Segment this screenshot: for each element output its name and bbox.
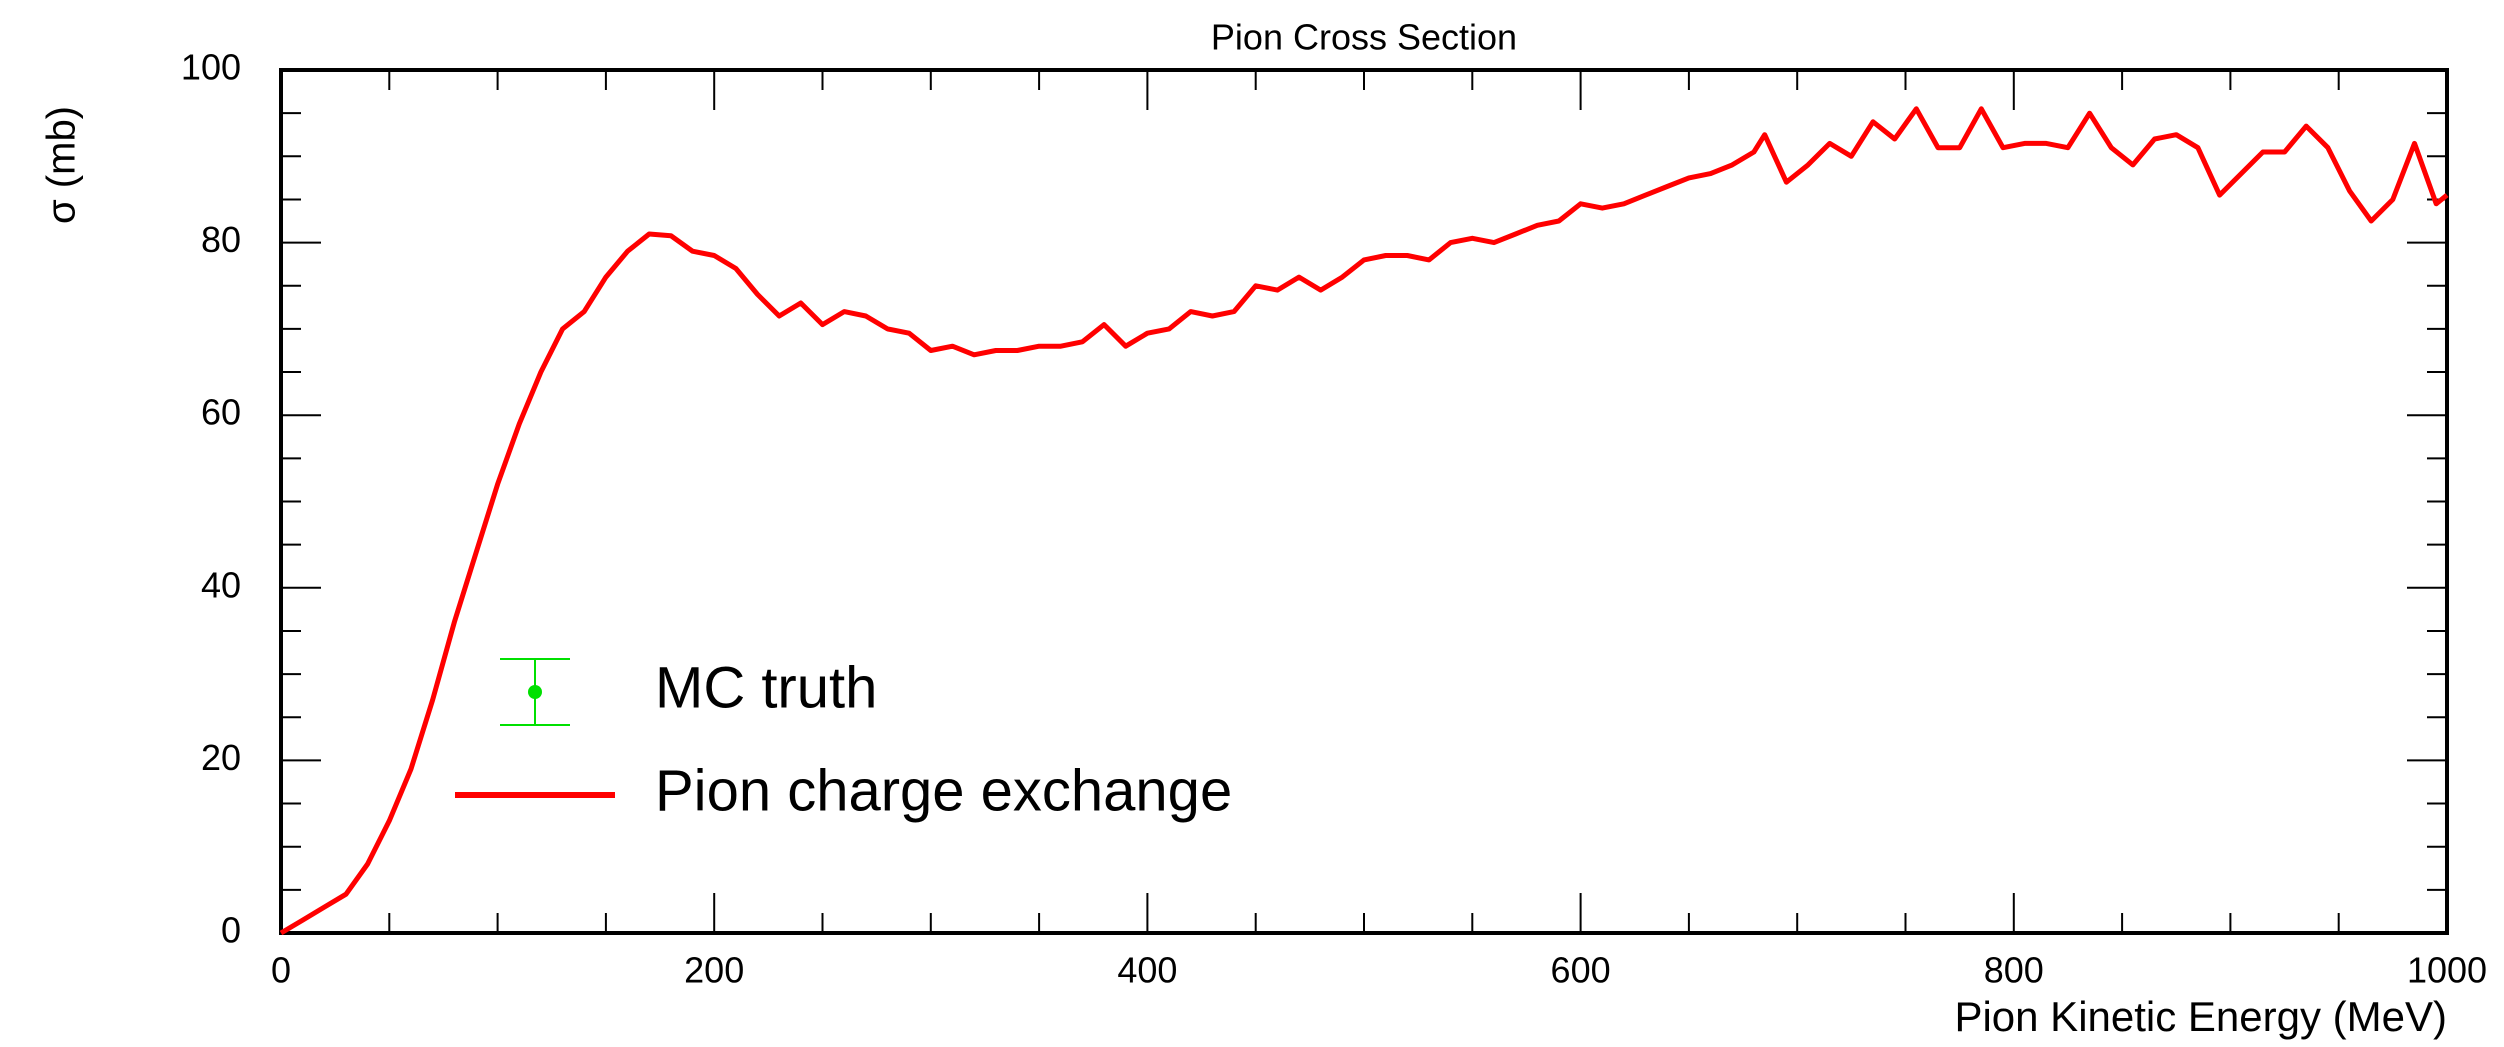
x-tick-label: 600: [1551, 950, 1611, 991]
y-tick-label: 60: [201, 392, 241, 433]
y-tick-label: 0: [221, 910, 241, 951]
x-tick-label: 200: [684, 950, 744, 991]
y-axis-label: σ (mb): [40, 106, 84, 224]
chart-title: Pion Cross Section: [1211, 17, 1517, 58]
legend-label: MC truth: [655, 655, 877, 720]
y-tick-label: 100: [181, 47, 241, 88]
x-tick-label: 1000: [2407, 950, 2487, 991]
x-tick-label: 800: [1984, 950, 2044, 991]
x-axis-label: Pion Kinetic Energy (MeV): [1954, 993, 2447, 1040]
y-tick-label: 20: [201, 737, 241, 778]
x-tick-label: 400: [1117, 950, 1177, 991]
x-tick-label: 0: [271, 950, 291, 991]
y-tick-label: 80: [201, 219, 241, 260]
plot-frame: [279, 68, 2449, 935]
legend-marker: [528, 685, 542, 699]
data-line: [279, 106, 2449, 936]
y-tick-label: 40: [201, 564, 241, 605]
legend-label: Pion charge exchange: [655, 758, 1232, 823]
